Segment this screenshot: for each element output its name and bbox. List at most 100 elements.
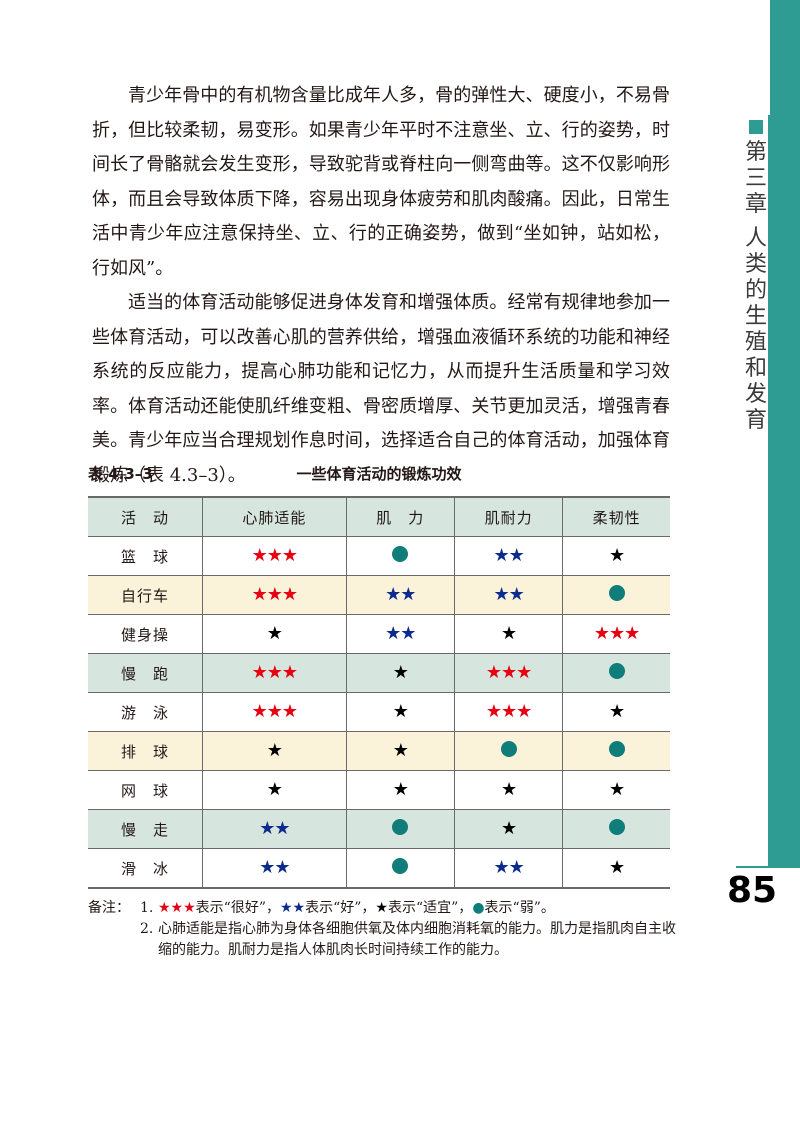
one-star-icon: ★	[266, 623, 283, 644]
table-row: 篮 球 ★★★ ★★ ★	[88, 536, 670, 576]
two-star-icon: ★★	[279, 900, 306, 916]
rating-cell: ★	[562, 692, 670, 732]
rating-cell: ★★★	[202, 575, 347, 615]
one-star-icon: ★	[501, 779, 517, 800]
notes-label: 备注：	[88, 900, 130, 916]
weak-dot-icon	[608, 663, 625, 679]
table-row: 网 球 ★ ★ ★ ★	[88, 770, 670, 810]
chapter-char: 育	[744, 408, 767, 433]
rating-cell: ★	[453, 614, 564, 654]
rating-cell: ★	[202, 614, 347, 654]
chapter-char: 殖	[744, 330, 767, 355]
rating-cell: ★★★	[202, 653, 347, 693]
rating-cell: ★★★	[453, 692, 564, 732]
chapter-char: 三	[744, 166, 767, 191]
note-2: 2. 心肺适能是指心肺为身体各细胞供氧及体内细胞消耗氧的能力。肌力是指肌肉自主收…	[88, 919, 678, 961]
three-star-icon: ★★★	[251, 545, 298, 566]
table-row: 滑 冰 ★★ ★★ ★	[88, 848, 670, 889]
rating-cell: ★★	[453, 848, 564, 889]
chapter-marker-square	[749, 120, 763, 134]
table-row: 慢 跑 ★★★ ★ ★★★	[88, 653, 670, 693]
rating-cell: ★	[453, 809, 564, 849]
header-endurance: 肌耐力	[453, 496, 564, 537]
body-text: 青少年骨中的有机物含量比成年人多，骨的弹性大、硬度小，不易骨折，但比较柔韧，易变…	[92, 79, 670, 493]
two-star-icon: ★★	[493, 584, 524, 605]
note-number: 2.	[140, 921, 154, 937]
rating-cell: ★★	[202, 848, 347, 889]
one-star-icon: ★	[392, 701, 409, 722]
legend-text: 表示“好”，	[305, 900, 376, 916]
weak-dot-icon	[500, 741, 517, 757]
one-star-icon: ★	[609, 857, 625, 878]
page-number-rule	[736, 866, 800, 868]
activity-cell: 游 泳	[88, 692, 203, 732]
rating-cell: ★	[345, 770, 455, 810]
rating-cell: ★★★	[562, 614, 670, 654]
weak-dot-icon	[608, 819, 625, 835]
activity-cell: 排 球	[88, 731, 203, 771]
chapter-char: 和	[744, 356, 767, 381]
weak-dot-icon	[392, 546, 409, 562]
rating-cell: ★★	[453, 536, 564, 576]
activity-cell: 滑 冰	[88, 848, 203, 889]
page-number: 85	[726, 870, 778, 911]
one-star-icon: ★	[266, 779, 283, 800]
one-star-icon: ★	[266, 740, 283, 761]
rating-cell	[562, 653, 670, 693]
three-star-icon: ★★★	[158, 900, 196, 916]
note-number: 1.	[140, 900, 154, 916]
one-star-icon: ★	[609, 545, 625, 566]
activity-cell: 网 球	[88, 770, 203, 810]
rating-cell: ★	[345, 692, 455, 732]
rating-cell	[562, 809, 670, 849]
table-header-row: 活 动 心肺适能 肌 力 肌耐力 柔韧性	[88, 496, 670, 537]
two-star-icon: ★★	[493, 857, 524, 878]
three-star-icon: ★★★	[485, 662, 532, 683]
table-row: 游 泳 ★★★ ★ ★★★ ★	[88, 692, 670, 732]
two-star-icon: ★★	[259, 818, 290, 839]
chapter-side-rule	[768, 115, 770, 868]
one-star-icon: ★	[392, 779, 409, 800]
three-star-icon: ★★★	[593, 623, 640, 644]
chapter-char: 章	[744, 192, 767, 217]
rating-cell: ★	[345, 731, 455, 771]
rating-cell: ★★★	[453, 653, 564, 693]
note-1: 备注： 1. ★★★表示“很好”，★★表示“好”，★表示“适宜”，●表示“弱”。	[88, 898, 678, 919]
one-star-icon: ★	[392, 740, 409, 761]
legend-text: 表示“弱”。	[484, 900, 555, 916]
rating-cell	[345, 536, 455, 576]
paragraph: 适当的体育活动能够促进身体发育和增强体质。经常有规律地参加一些体育活动，可以改善…	[92, 292, 670, 486]
rating-cell: ★	[453, 770, 564, 810]
activity-cell: 慢 跑	[88, 653, 203, 693]
table-title: 一些体育活动的锻炼功效	[296, 465, 462, 483]
two-star-icon: ★★	[385, 623, 416, 644]
table-caption: 表 4.3–3 一些体育活动的锻炼功效	[88, 463, 670, 489]
rating-cell	[562, 731, 670, 771]
chapter-char: 类	[744, 252, 767, 277]
activity-cell: 健身操	[88, 614, 203, 654]
table-row: 慢 走 ★★ ★	[88, 809, 670, 849]
three-star-icon: ★★★	[251, 701, 298, 722]
note-text: 心肺适能是指心肺为身体各细胞供氧及体内细胞消耗氧的能力。肌力是指肌肉自主收缩的能…	[158, 921, 676, 958]
two-star-icon: ★★	[259, 857, 290, 878]
rating-cell	[453, 731, 564, 771]
weak-dot-icon	[608, 585, 625, 601]
three-star-icon: ★★★	[251, 662, 298, 683]
weak-dot-icon	[392, 858, 409, 874]
rating-cell: ★★★	[202, 692, 347, 732]
activity-cell: 自行车	[88, 575, 203, 615]
one-star-icon: ★	[501, 623, 517, 644]
two-star-icon: ★★	[493, 545, 524, 566]
table-row: 自行车 ★★★ ★★ ★★	[88, 575, 670, 615]
activity-cell: 慢 走	[88, 809, 203, 849]
header-activity: 活 动	[88, 496, 203, 537]
rating-cell: ★	[345, 653, 455, 693]
rating-cell: ★	[562, 536, 670, 576]
weak-dot-icon	[608, 741, 625, 757]
legend-text: 表示“适宜”，	[387, 900, 473, 916]
chapter-char: 生	[744, 304, 767, 329]
rating-cell	[562, 575, 670, 615]
rating-cell: ★★★	[202, 536, 347, 576]
header-strength: 肌 力	[345, 496, 455, 537]
one-star-icon: ★	[375, 900, 388, 916]
